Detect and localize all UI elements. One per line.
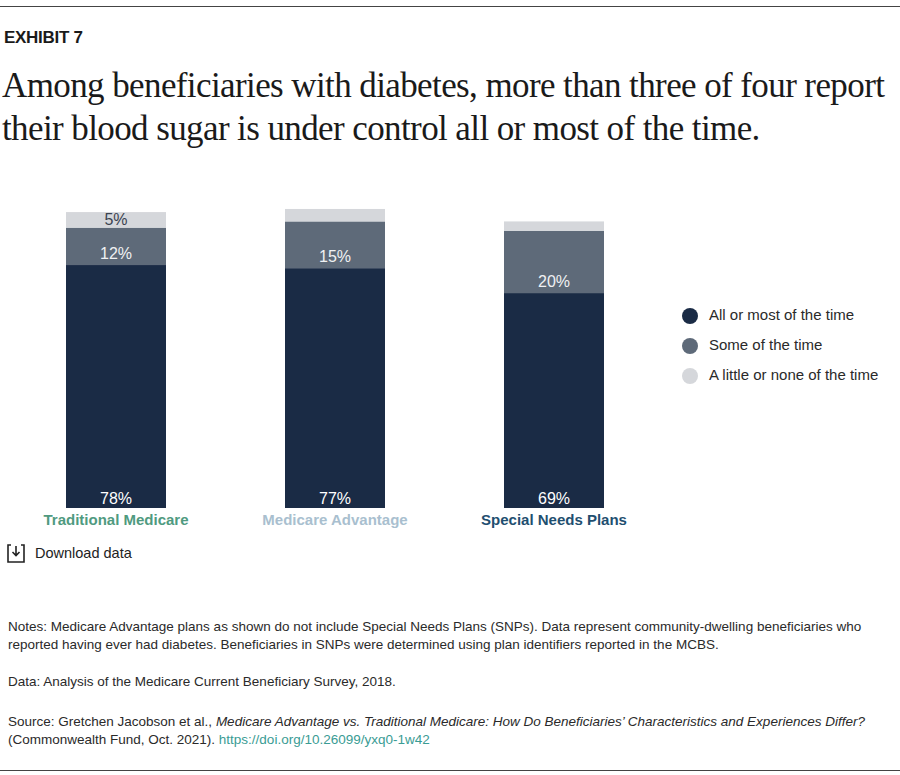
data-label: 78% [100,490,132,507]
notes: Notes: Medicare Advantage plans as shown… [8,618,892,654]
legend-label: All or most of the time [709,306,854,323]
legend-label: Some of the time [709,336,822,353]
data-label: 12% [100,245,132,262]
x-axis: Traditional Medicare Medicare Advantage Sp… [43,511,626,528]
legend-swatch [682,308,698,324]
bottom-rule [0,770,900,771]
top-rule [0,6,900,7]
bar-segment [285,209,385,221]
data-labels: 78% 77% 69% 12% 15% 20% 5% [100,211,570,507]
download-label[interactable]: Download data [35,545,133,561]
data-label: 20% [538,273,570,290]
download-arrow[interactable] [13,546,20,556]
exhibit-label: EXHIBIT 7 [4,28,83,48]
legend: All or most of the time Some of the time A… [682,306,878,384]
legend-item: All or most of the time [682,306,854,324]
page: {"chart_data": {"type": "bar", "stacked"… [0,0,900,775]
legend-swatch [682,338,698,354]
bar-segment [504,221,604,230]
data-label: 5% [104,211,127,228]
data-note: Data: Analysis of the Medicare Current B… [8,673,892,691]
bar-segment [66,212,166,228]
legend-item: A little or none of the time [682,366,878,384]
download-data[interactable]: Download data [8,545,133,562]
chart-svg: 78% 77% 69% 12% 15% 20% 5% Traditional Medicare… [0,0,900,775]
bar-segment [504,293,604,508]
legend-label: A little or none of the time [709,366,878,383]
x-tick: Special Needs Plans [481,511,627,528]
source-title: Medicare Advantage vs. Traditional Medic… [216,714,865,729]
x-tick-label: Traditional Medicare [43,511,188,528]
data-label: 77% [319,490,351,507]
bar-segment [504,231,604,293]
bar-segment [285,221,385,268]
source-prefix: Source: Gretchen Jacobson et al., [8,714,216,729]
x-tick-label: Special Needs Plans [481,511,627,528]
legend-swatch [682,368,698,384]
legend-item: Some of the time [682,336,822,354]
bar-segment [285,268,385,508]
x-tick: Medicare Advantage [262,511,407,528]
x-tick: Traditional Medicare [43,511,188,528]
title: Among beneficiaries with diabetes, more … [2,64,892,150]
bar-segment [66,265,166,508]
bar-segment [66,228,166,265]
data-label: 15% [319,248,351,265]
source-link[interactable]: https://doi.org/10.26099/yxq0-1w42 [219,732,430,747]
bars [66,209,604,508]
download-icon[interactable] [8,545,24,562]
data-label: 69% [538,490,570,507]
source-suffix: (Commonwealth Fund, Oct. 2021). [8,732,219,747]
x-tick-label: Medicare Advantage [262,511,407,528]
source: Source: Gretchen Jacobson et al., Medica… [8,713,892,749]
